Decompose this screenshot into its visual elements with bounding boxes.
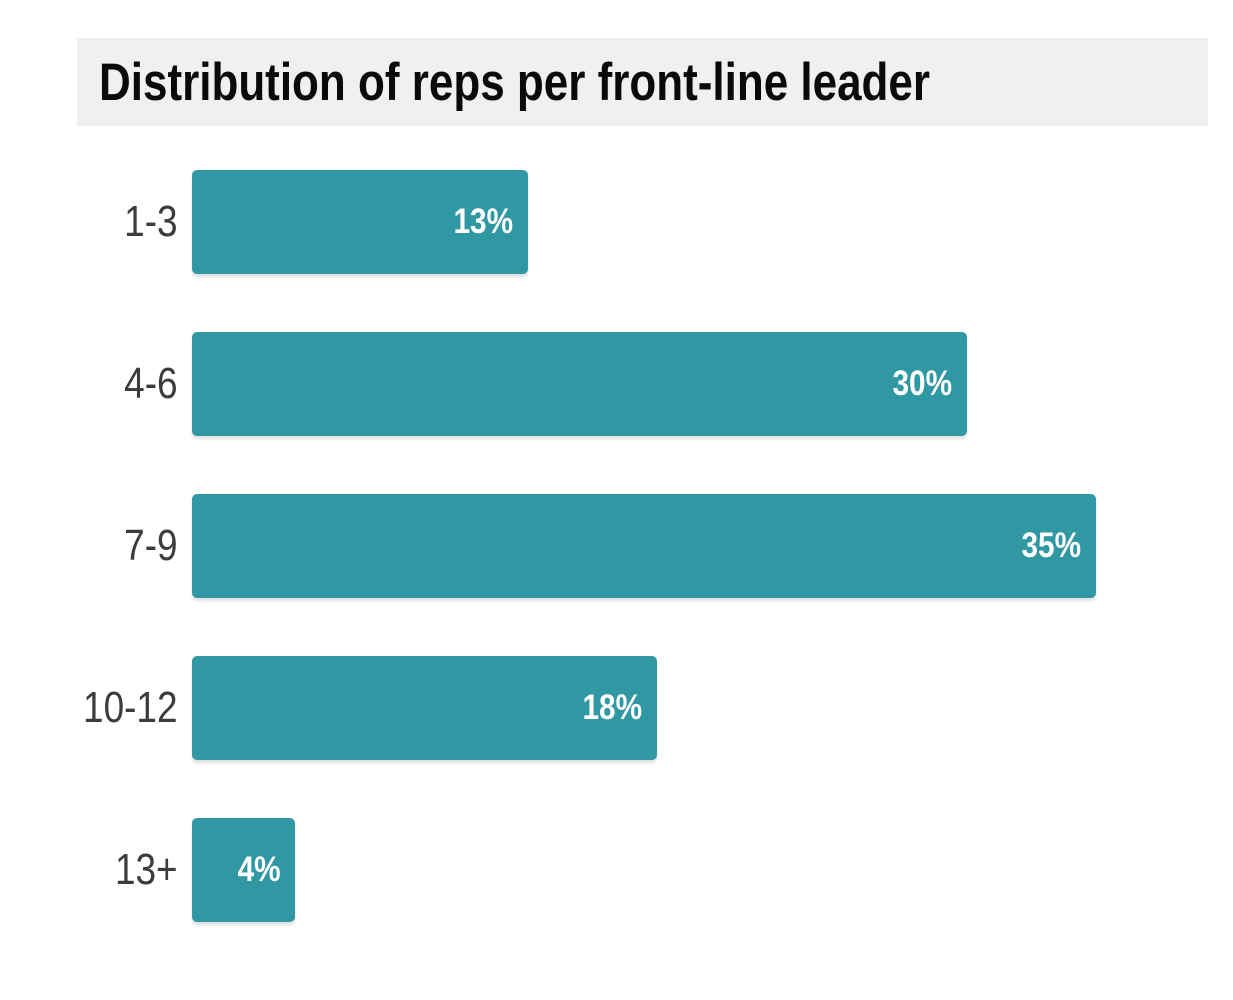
category-label: 10-12	[83, 683, 178, 732]
bar: 18%	[192, 656, 657, 760]
bar-value-label: 13%	[453, 202, 513, 241]
category-label-cell: 13+	[0, 818, 178, 922]
bar-row: 13+ 4%	[0, 818, 1233, 922]
category-label: 4-6	[124, 359, 178, 408]
chart-title-band: Distribution of reps per front-line lead…	[77, 38, 1208, 126]
bar-chart: 1-3 13% 4-6 30% 7-9 35% 10-12 18% 13+ 4%	[0, 170, 1233, 980]
category-label-cell: 7-9	[0, 494, 178, 598]
category-label-cell: 1-3	[0, 170, 178, 274]
bar-value-label: 4%	[237, 850, 281, 889]
bar-value-label: 18%	[582, 688, 642, 727]
bar-row: 7-9 35%	[0, 494, 1233, 598]
bar-row: 10-12 18%	[0, 656, 1233, 760]
chart-title: Distribution of reps per front-line lead…	[99, 52, 930, 112]
bar: 30%	[192, 332, 967, 436]
category-label-cell: 4-6	[0, 332, 178, 436]
bar-track: 18%	[192, 656, 1233, 760]
bar: 13%	[192, 170, 528, 274]
bar-track: 13%	[192, 170, 1233, 274]
bar-track: 30%	[192, 332, 1233, 436]
category-label: 13+	[115, 845, 178, 894]
bar-track: 35%	[192, 494, 1233, 598]
category-label: 1-3	[124, 197, 178, 246]
bar: 4%	[192, 818, 296, 922]
bar-row: 4-6 30%	[0, 332, 1233, 436]
category-label: 7-9	[124, 521, 178, 570]
category-label-cell: 10-12	[0, 656, 178, 760]
bar-track: 4%	[192, 818, 1233, 922]
bar-value-label: 30%	[892, 364, 952, 403]
bar-value-label: 35%	[1021, 526, 1082, 565]
bar-row: 1-3 13%	[0, 170, 1233, 274]
bar: 35%	[192, 494, 1097, 598]
